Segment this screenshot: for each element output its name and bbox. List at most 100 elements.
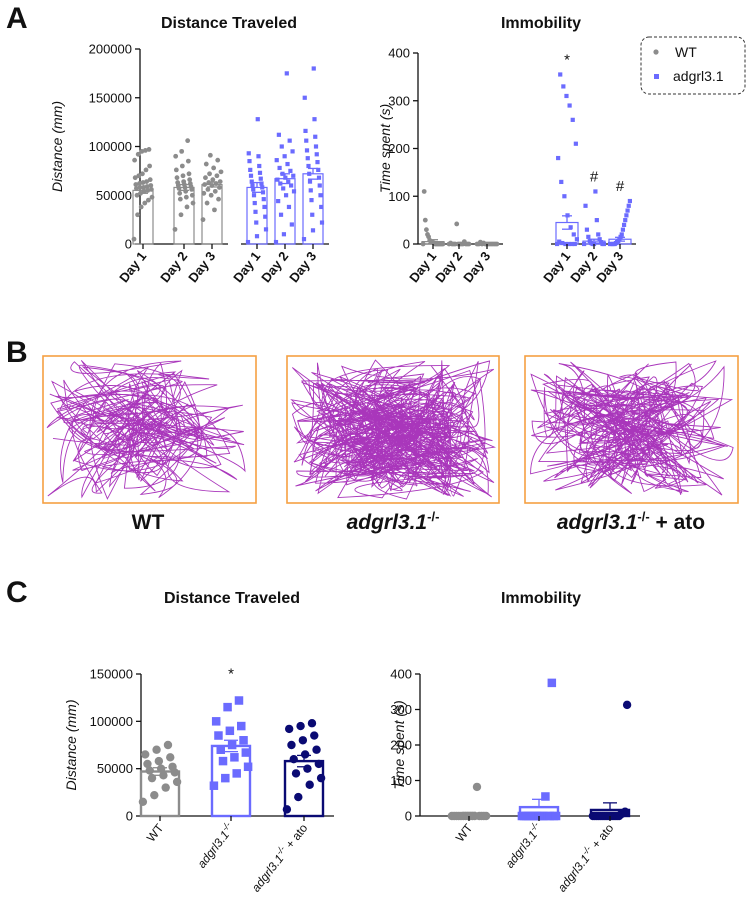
data-point xyxy=(187,177,193,183)
data-point xyxy=(421,189,427,194)
data-point xyxy=(572,241,577,247)
data-point xyxy=(221,773,230,783)
y-tick-label: 400 xyxy=(388,46,410,61)
data-point xyxy=(203,161,209,167)
data-point xyxy=(138,204,144,210)
legend-wt-label: WT xyxy=(675,44,697,60)
data-point xyxy=(285,161,290,167)
data-point xyxy=(289,183,294,188)
data-point xyxy=(551,811,561,821)
data-point xyxy=(618,234,623,239)
data-point xyxy=(318,193,323,198)
data-point xyxy=(248,167,253,172)
data-point xyxy=(307,171,312,176)
data-point xyxy=(284,724,294,734)
data-point xyxy=(216,196,221,202)
y-tick-label: 0 xyxy=(125,237,132,252)
data-point xyxy=(261,197,266,202)
data-point xyxy=(147,163,153,169)
data-point xyxy=(207,152,213,158)
y-tick-label: 100000 xyxy=(89,139,132,154)
data-point xyxy=(260,190,266,195)
data-point xyxy=(593,189,598,194)
data-point xyxy=(294,792,303,802)
data-point xyxy=(234,696,244,705)
data-point xyxy=(179,148,185,154)
data-point xyxy=(491,241,496,247)
data-point xyxy=(137,185,143,190)
data-point xyxy=(208,192,214,198)
data-point xyxy=(307,179,313,184)
data-point xyxy=(207,171,212,177)
panel-label-a: A xyxy=(6,2,28,35)
data-point xyxy=(557,239,562,244)
data-point xyxy=(168,762,177,771)
data-point xyxy=(142,200,148,206)
x-tick-label: adgrl3.1-/- xyxy=(193,820,238,871)
data-point xyxy=(289,755,298,764)
data-point xyxy=(584,227,590,232)
data-point xyxy=(461,239,467,245)
data-point xyxy=(296,721,305,731)
significance-marker: * xyxy=(228,665,234,682)
data-point xyxy=(173,167,179,173)
data-point xyxy=(251,193,257,198)
data-point xyxy=(541,792,550,801)
data-point xyxy=(216,185,222,190)
data-point xyxy=(248,173,254,178)
chart-c-distance-traveled: Distance Traveled Distance (mm) 0 50000 1000… xyxy=(63,590,334,895)
data-point xyxy=(189,192,195,198)
chart-a-distance-traveled: Distance Traveled Distance (mm) 0 50000 1000… xyxy=(49,15,329,285)
data-point xyxy=(213,181,219,186)
data-point xyxy=(254,220,259,225)
data-point xyxy=(319,220,325,225)
data-point xyxy=(241,748,251,757)
data-point xyxy=(212,188,218,194)
data-point xyxy=(305,156,310,161)
track-label-sup: -/- xyxy=(427,509,439,524)
data-point xyxy=(582,241,587,247)
y-tick-label: 150000 xyxy=(89,90,132,105)
data-point xyxy=(143,167,149,173)
data-point xyxy=(180,173,186,179)
data-point xyxy=(478,239,483,245)
data-point xyxy=(145,766,154,775)
data-point xyxy=(454,221,460,227)
data-point xyxy=(448,240,454,246)
data-point xyxy=(174,175,180,181)
data-point xyxy=(214,173,220,179)
data-point xyxy=(185,138,191,144)
data-point xyxy=(560,240,565,246)
y-tick-label: 200 xyxy=(390,738,412,753)
data-point xyxy=(179,163,185,169)
data-point xyxy=(140,171,145,177)
data-point xyxy=(304,138,309,143)
x-tick-label: Day 2 xyxy=(432,249,465,286)
data-point xyxy=(303,764,312,773)
data-point xyxy=(251,187,256,192)
data-point xyxy=(566,241,571,247)
data-point xyxy=(528,811,537,821)
data-point xyxy=(147,773,157,783)
data-point xyxy=(173,153,179,159)
data-point xyxy=(263,214,268,219)
data-point xyxy=(143,759,152,769)
data-point xyxy=(210,177,216,183)
data-point xyxy=(253,209,258,214)
data-point xyxy=(149,187,154,192)
data-point xyxy=(289,222,294,227)
data-point xyxy=(181,179,187,185)
data-point xyxy=(183,194,189,200)
data-point xyxy=(149,194,155,200)
significance-marker: # xyxy=(590,168,599,185)
data-point xyxy=(281,186,286,191)
data-point xyxy=(154,756,164,766)
arena-track-adgrl3-ato xyxy=(524,355,739,504)
data-point xyxy=(146,197,151,203)
significance-marker: * xyxy=(564,51,570,68)
data-point xyxy=(521,811,531,821)
y-tick-label: 300 xyxy=(390,702,412,717)
data-point xyxy=(287,138,292,143)
legend-wt-marker xyxy=(653,49,659,55)
x-tick-label: adgrl3.1-/- xyxy=(501,820,546,871)
